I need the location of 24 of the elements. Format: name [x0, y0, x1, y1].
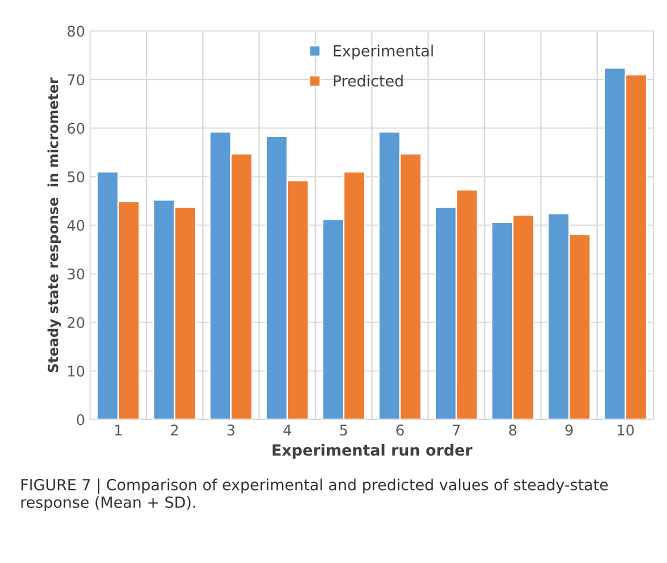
- x-tick-label: 2: [171, 424, 178, 436]
- y-tick-label: 60: [68, 122, 84, 134]
- x-tick-label: 1: [115, 424, 122, 436]
- y-tick-label: 0: [76, 414, 84, 426]
- x-tick-label: 7: [452, 424, 460, 436]
- caption: FIGURE 7 | Comparison of experimental and predicted values of steady-state response (Mean + SD).: [21, 478, 608, 511]
- y-tick-label: 10: [68, 366, 84, 377]
- x-tick-label: 6: [396, 424, 404, 436]
- y-tick-label: 30: [68, 268, 84, 280]
- x-tick-label: 10: [618, 424, 634, 436]
- y-tick-label: 50: [68, 171, 84, 182]
- y-tick-label: 70: [68, 74, 84, 86]
- x-tick-label: 9: [565, 424, 573, 436]
- x-tick-label: 4: [283, 424, 292, 436]
- x-axis-title: Experimental run order: [272, 444, 472, 459]
- x-tick-label: 3: [227, 424, 234, 436]
- legend-label: Predicted: [334, 74, 403, 87]
- x-tick-label: 5: [340, 424, 348, 436]
- legend-label: Experimental: [334, 44, 433, 60]
- y-tick-label: 80: [68, 26, 84, 37]
- x-tick-label: 8: [509, 424, 516, 436]
- y-tick-label: 40: [67, 220, 84, 231]
- y-tick-label: 20: [68, 317, 84, 328]
- y-axis-title: Steady state response in micrometer: [48, 77, 62, 372]
